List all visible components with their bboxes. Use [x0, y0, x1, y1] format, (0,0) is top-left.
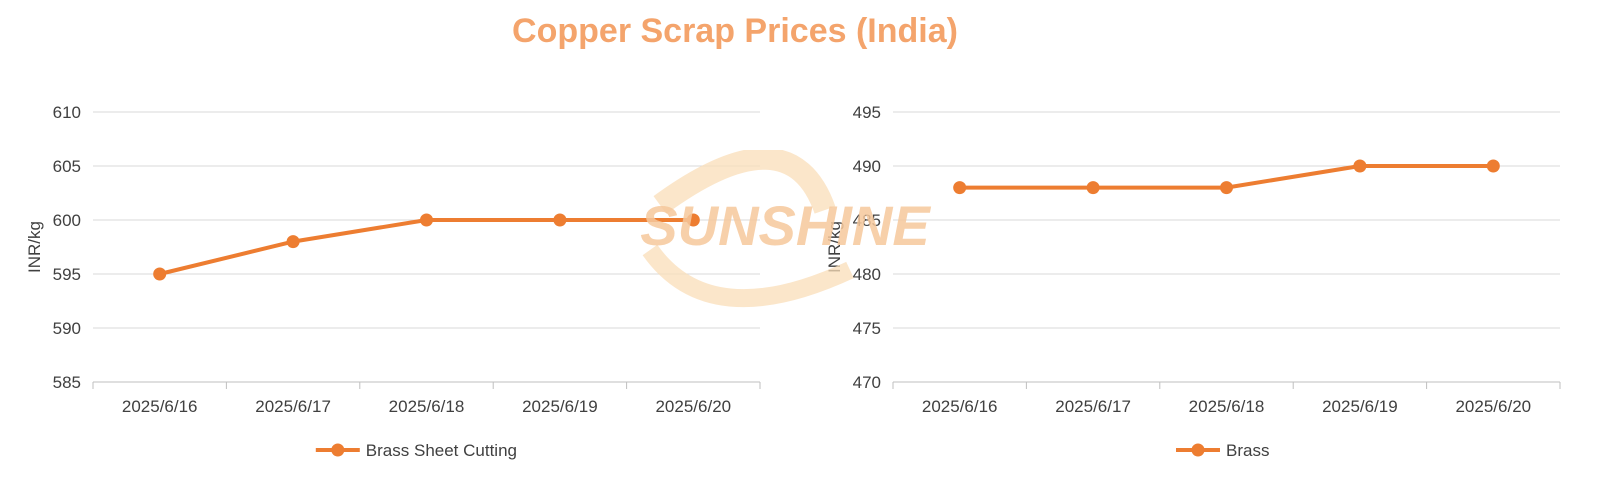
x-tick-label: 2025/6/17 [255, 397, 331, 416]
right-chart: 470 475 480 485 490 495 2025/6/16 2025/6/17 2025… [800, 0, 1600, 480]
left-chart-svg: 585 590 595 600 605 610 2025/6/16 2025/6/17 2025… [25, 103, 761, 460]
data-point [686, 213, 700, 227]
series-line [157, 218, 696, 276]
data-point [286, 235, 300, 249]
y-tick-label: 600 [53, 211, 81, 230]
x-tick-label: 2025/6/18 [1189, 397, 1265, 416]
data-point [1220, 181, 1233, 195]
legend-marker [331, 443, 345, 457]
legend-marker [1191, 443, 1205, 457]
y-tick-label: 485 [853, 211, 881, 230]
y-tick-label: 590 [53, 319, 81, 338]
x-tick-label: 2025/6/18 [389, 397, 465, 416]
chart-title: Copper Scrap Prices (India) [512, 12, 958, 50]
left-chart: 585 590 595 600 605 610 2025/6/16 2025/6/17 2025… [25, 103, 761, 460]
right-chart-svg: 470 475 480 485 490 495 2025/6/16 2025/6/17 2025… [825, 103, 1561, 460]
y-axis-label: INR/kg [825, 221, 844, 273]
data-point [1353, 159, 1367, 173]
y-tick-label: 605 [53, 157, 81, 176]
y-tick-label: 490 [853, 157, 881, 176]
y-tick-label: 585 [53, 373, 81, 392]
y-tick-label: 595 [53, 265, 81, 284]
x-tick-label: 2025/6/20 [1455, 397, 1531, 416]
data-point [953, 181, 967, 195]
x-tick-label: 2025/6/20 [655, 397, 731, 416]
x-tick-label: 2025/6/19 [522, 397, 598, 416]
legend-label: Brass [1226, 441, 1269, 460]
data-point [1486, 159, 1500, 173]
x-tick-label: 2025/6/19 [1322, 397, 1398, 416]
data-point [153, 267, 167, 281]
y-tick-label: 480 [853, 265, 881, 284]
y-tick-label: 495 [853, 103, 881, 122]
x-tick-label: 2025/6/16 [122, 397, 198, 416]
y-axis-label: INR/kg [25, 221, 44, 273]
legend-label: Brass Sheet Cutting [366, 441, 517, 460]
x-tick-label: 2025/6/16 [922, 397, 998, 416]
y-tick-label: 475 [853, 319, 881, 338]
data-point [1086, 181, 1100, 195]
y-tick-label: 610 [53, 103, 81, 122]
x-tick-label: 2025/6/17 [1055, 397, 1131, 416]
y-tick-label: 470 [853, 373, 881, 392]
data-point [420, 213, 433, 227]
data-point [553, 213, 567, 227]
